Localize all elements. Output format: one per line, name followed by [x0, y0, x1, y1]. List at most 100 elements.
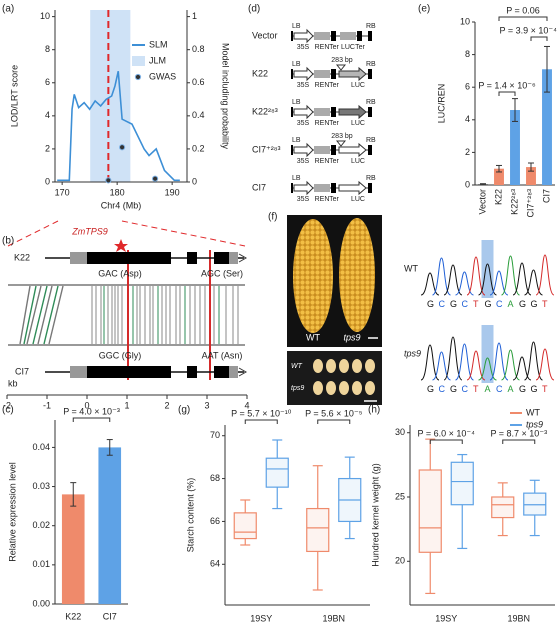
ren [314, 184, 330, 192]
ter [331, 183, 336, 193]
panel-label: (a) [2, 4, 14, 15]
y-tick-label: 0.02 [32, 520, 50, 530]
gene-feature [87, 252, 171, 264]
kernel [352, 381, 362, 395]
promoter-fragment [338, 180, 367, 196]
part-label: Ter [329, 196, 339, 203]
base: G [450, 384, 457, 394]
y-tick-label: 0.04 [32, 442, 50, 452]
annotation: P = 5.6 × 10⁻⁵ [305, 408, 363, 418]
y2-tick-label: 0.8 [192, 44, 205, 54]
alignment-link [48, 285, 64, 345]
x-tick-label: K22 [65, 611, 81, 621]
allele-name: K22 [14, 252, 30, 262]
rb-label: RB [366, 23, 376, 30]
y-tick-label: 64 [210, 559, 220, 569]
base: G [427, 299, 434, 309]
gene-arrow [238, 367, 248, 377]
kernel [339, 359, 349, 373]
y-axis-label: Relative expression level [7, 462, 17, 562]
part-label: REN [315, 82, 330, 89]
codon-label: AAT (Asn) [202, 350, 243, 360]
significance-bracket [429, 439, 463, 444]
part-label: LUC [351, 120, 365, 127]
rb-label: RB [366, 61, 376, 68]
photo-label: WT [306, 332, 320, 342]
trace-peak [512, 356, 532, 381]
annotation: P = 8.7 × 10⁻³ [490, 428, 547, 438]
y2-tick-label: 0.6 [192, 77, 205, 87]
rb-label: RB [366, 137, 376, 144]
highlight [481, 240, 494, 298]
ren [314, 146, 330, 154]
alignment-link [37, 285, 53, 345]
lb-label: LB [292, 61, 301, 68]
zoom-lines [7, 220, 246, 247]
base: T [473, 299, 479, 309]
box [491, 496, 515, 519]
kb-tick-label: -1 [43, 400, 51, 410]
y-tick-label: 20 [395, 556, 405, 566]
kernel-background [287, 351, 382, 405]
base: A [508, 384, 514, 394]
lb-label: LB [292, 137, 301, 144]
y-tick-label: 66 [210, 516, 220, 526]
significance-bracket [498, 16, 548, 21]
base: G [531, 384, 538, 394]
y-tick-label: 10 [40, 11, 50, 21]
kernel [339, 381, 349, 395]
lb-label: LB [292, 99, 301, 106]
codon-label: GGC (Gly) [99, 350, 142, 360]
significance-bracket [244, 419, 278, 424]
box [450, 461, 474, 506]
alignment-link [43, 285, 59, 345]
variant-star [114, 239, 128, 252]
part-label: 35S [297, 44, 310, 51]
significance-bracket [502, 439, 536, 444]
gene-feature [229, 252, 238, 264]
annotation: P = 6.0 × 10⁻⁴ [418, 428, 476, 438]
y-tick-label: 8 [45, 44, 50, 54]
part-label: 35S [297, 196, 310, 203]
box [418, 469, 442, 553]
gene-feature [214, 252, 229, 264]
part-label: REN [315, 120, 330, 127]
x-tick-label: 180 [110, 187, 125, 197]
gene-feature [229, 366, 238, 378]
lb-label: LB [292, 175, 301, 182]
trace-peak [466, 256, 486, 296]
y-tick-label: 2 [45, 143, 50, 153]
trace-peak [455, 343, 474, 381]
promoter-35s [293, 104, 314, 120]
y-axis-label: Starch content (%) [185, 478, 195, 553]
kernel [365, 359, 375, 373]
annotation: P = 3.9 × 10⁻⁴ [500, 25, 558, 35]
construct-name: K22 [252, 68, 268, 78]
trace-peak [443, 264, 463, 296]
promoter-35s [293, 28, 314, 44]
bar [542, 69, 552, 185]
scatter-point [119, 144, 126, 151]
alignment-link [26, 285, 42, 345]
y-tick-label: 2 [465, 147, 470, 157]
trace-peak [512, 262, 532, 296]
part-label: REN [315, 44, 330, 51]
panel-label: (c) [2, 405, 14, 416]
chromatogram-label: WT [404, 263, 418, 273]
annotation: P = 0.06 [506, 5, 540, 15]
legend-label: JLM [149, 55, 166, 65]
base: A [485, 384, 491, 394]
ter [331, 145, 336, 155]
rb-label: RB [366, 99, 376, 106]
promoter-35s [293, 142, 314, 158]
y-tick-label: 70 [210, 430, 220, 440]
gene-feature [87, 366, 171, 378]
part-label: LUC [351, 196, 365, 203]
trace-peak [478, 263, 497, 296]
y-tick-label: 4 [465, 114, 470, 124]
part-label: REN [315, 158, 330, 165]
promoter-fragment [338, 104, 367, 120]
gene-feature [70, 252, 87, 264]
ter [331, 69, 336, 79]
